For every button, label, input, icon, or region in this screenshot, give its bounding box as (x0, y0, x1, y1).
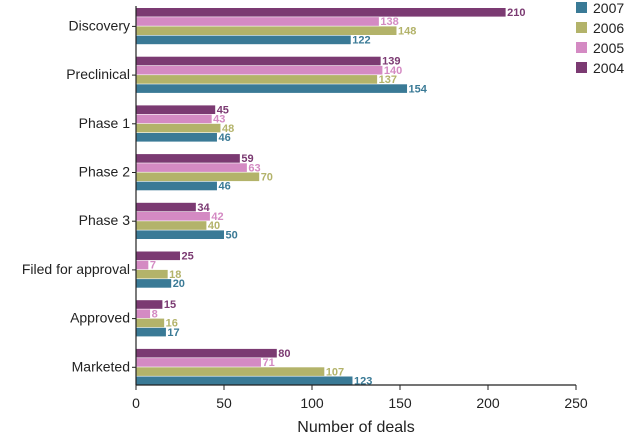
data-label: 15 (164, 299, 176, 311)
bar-2005 (136, 261, 148, 270)
x-tick-label: 0 (132, 395, 140, 411)
bar-2004 (136, 203, 196, 212)
data-label: 210 (507, 7, 525, 19)
x-tick-label: 50 (216, 395, 232, 411)
bar-2007 (136, 36, 351, 45)
legend-swatch-2007 (576, 2, 587, 13)
category-label: Discovery (69, 17, 130, 33)
category-label: Preclinical (66, 66, 130, 82)
category-label: Phase 1 (79, 115, 131, 131)
data-label: 34 (197, 202, 210, 214)
bar-2007 (136, 133, 217, 142)
data-label: 50 (226, 229, 238, 241)
x-tick-label: 150 (388, 395, 412, 411)
legend-label-2007: 2007 (593, 0, 624, 16)
data-label: 17 (167, 327, 179, 339)
data-label: 137 (379, 74, 397, 86)
data-label: 138 (380, 16, 398, 28)
legend-label-2006: 2006 (593, 20, 624, 36)
bar-2005 (136, 358, 261, 367)
bar-2005 (136, 115, 212, 124)
bar-2005 (136, 66, 382, 75)
legend: 2007 2006 2005 2004 (576, 0, 624, 76)
category-label: Filed for approval (22, 261, 130, 277)
category-label: Approved (70, 310, 130, 326)
legend-label-2004: 2004 (593, 60, 624, 76)
x-axis-label: Number of deals (297, 419, 414, 436)
bar-2005 (136, 17, 379, 26)
bar-2004 (136, 154, 240, 163)
bar-2005 (136, 163, 247, 172)
x-tick-label: 200 (476, 395, 500, 411)
data-label: 20 (173, 278, 185, 290)
data-label: 123 (354, 376, 372, 388)
data-label: 8 (152, 308, 158, 320)
legend-label-2005: 2005 (593, 40, 624, 56)
data-label: 40 (208, 220, 220, 232)
bar-2007 (136, 328, 166, 337)
data-label: 63 (248, 162, 260, 174)
legend-swatch-2005 (576, 42, 587, 53)
bar-2007 (136, 377, 352, 386)
bars-layer (136, 8, 506, 385)
bar-2006 (136, 221, 206, 230)
data-label: 46 (218, 132, 230, 144)
category-label: Phase 2 (79, 164, 131, 180)
bar-2006 (136, 319, 164, 328)
data-label: 25 (182, 251, 194, 263)
x-tick-label: 100 (300, 395, 324, 411)
bar-2005 (136, 309, 150, 318)
data-label: 154 (409, 83, 428, 95)
bar-2007 (136, 279, 171, 288)
bar-2004 (136, 300, 162, 309)
bar-2004 (136, 57, 381, 66)
x-tick-label: 250 (564, 395, 588, 411)
bar-2006 (136, 124, 220, 133)
bar-2006 (136, 173, 259, 182)
data-label: 80 (278, 348, 290, 360)
data-label: 7 (150, 260, 156, 272)
legend-swatch-2006 (576, 22, 587, 33)
bar-2006 (136, 75, 377, 84)
data-label: 46 (218, 181, 230, 193)
bar-2004 (136, 252, 180, 261)
bar-2004 (136, 8, 506, 17)
bar-2004 (136, 349, 277, 358)
data-label: 107 (326, 366, 344, 378)
legend-swatch-2004 (576, 62, 587, 73)
data-label: 70 (261, 172, 273, 184)
data-label: 148 (398, 25, 416, 37)
bar-2007 (136, 84, 407, 93)
bar-2004 (136, 105, 215, 114)
bar-2006 (136, 367, 324, 376)
bar-2007 (136, 182, 217, 191)
category-label: Phase 3 (79, 212, 131, 228)
category-label: Marketed (72, 358, 130, 374)
data-label: 71 (262, 357, 274, 369)
data-label: 122 (352, 35, 370, 47)
